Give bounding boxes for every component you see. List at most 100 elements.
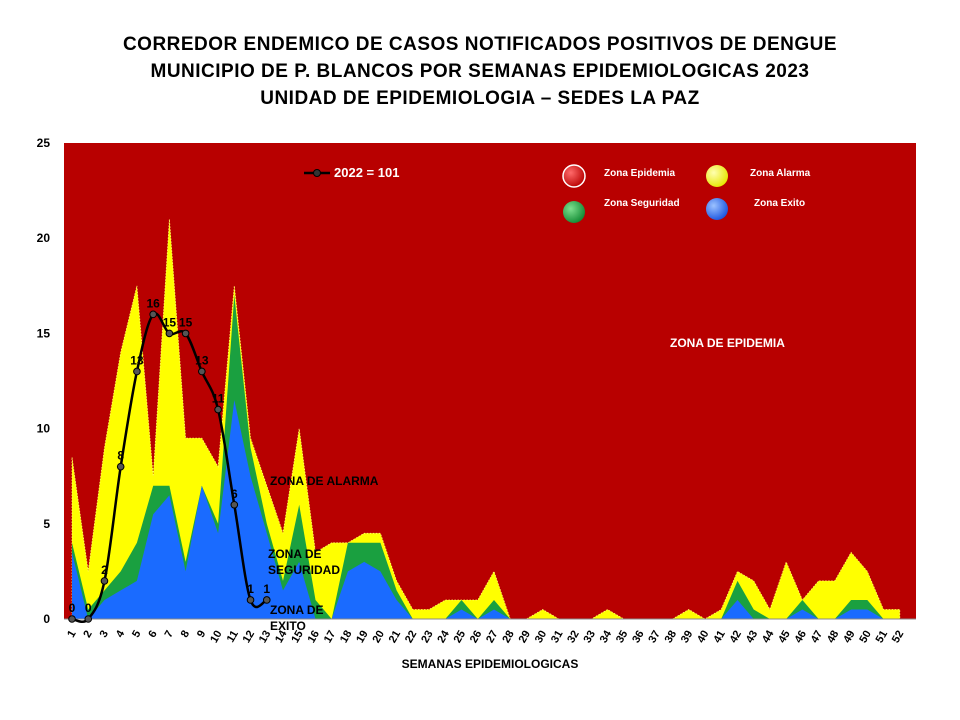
chart-title-line-3: UNIDAD DE EPIDEMIOLOGIA – SEDES LA PAZ — [260, 88, 700, 109]
x-tick-label: 2 — [81, 629, 94, 640]
x-tick-label: 29 — [517, 629, 534, 646]
series-2022-data-label: 15 — [179, 315, 193, 329]
x-tick-label: 31 — [549, 629, 566, 646]
x-tick-label: 42 — [728, 629, 745, 646]
x-tick-label: 43 — [744, 629, 761, 646]
y-tick-label: 15 — [37, 326, 51, 340]
x-tick-label: 5 — [130, 629, 143, 640]
x-tick-label: 51 — [874, 629, 891, 646]
x-tick-label: 9 — [195, 629, 208, 640]
series-2022-data-label: 0 — [85, 601, 92, 615]
chart-title-line-1: CORREDOR ENDEMICO DE CASOS NOTIFICADOS P… — [122, 34, 838, 55]
x-tick-label: 28 — [500, 629, 517, 646]
x-tick-label: 10 — [208, 629, 225, 646]
x-tick-label: 21 — [387, 629, 404, 646]
x-tick-label: 15 — [289, 629, 306, 646]
series-2022-point — [198, 367, 206, 376]
series-2022-point — [149, 310, 157, 319]
x-tick-label: 34 — [598, 628, 615, 645]
legend-2022-label: 2022 = 101 — [334, 165, 399, 180]
x-tick-label: 20 — [370, 629, 387, 646]
x-tick-label: 13 — [257, 629, 274, 646]
x-tick-label: 38 — [663, 629, 680, 646]
x-tick-label: 3 — [98, 629, 111, 640]
x-tick-label: 7 — [163, 629, 176, 640]
x-tick-label: 26 — [468, 629, 485, 646]
legend-epidemia-marker — [562, 164, 586, 188]
annotation-zona-seguridad-line-1: ZONA DE — [268, 547, 322, 561]
x-tick-label: 46 — [792, 629, 809, 646]
x-tick-label: 47 — [809, 629, 826, 646]
legend-epidemia-label: Zona Epidemia — [604, 168, 676, 179]
series-2022-data-label: 13 — [130, 353, 144, 367]
x-tick-label: 33 — [581, 629, 598, 646]
x-tick-label: 39 — [679, 629, 696, 646]
series-2022-point — [100, 577, 109, 585]
series-2022-point — [165, 329, 174, 338]
series-2022-point — [230, 500, 239, 509]
series-2022-point — [133, 367, 141, 376]
x-tick-label: 37 — [646, 629, 663, 646]
chart-title-line-2: MUNICIPIO DE P. BLANCOS POR SEMANAS EPID… — [150, 61, 810, 82]
x-tick-label: 44 — [760, 628, 777, 645]
x-tick-label: 32 — [565, 629, 582, 646]
x-tick-label: 52 — [890, 629, 907, 646]
x-tick-label: 27 — [484, 629, 501, 646]
x-tick-label: 23 — [419, 629, 436, 646]
x-tick-label: 22 — [403, 629, 420, 646]
series-2022-data-label: 16 — [146, 296, 160, 310]
series-2022-data-label: 8 — [117, 449, 124, 463]
x-tick-label: 40 — [695, 629, 712, 646]
x-tick-label: 1 — [65, 629, 78, 640]
x-tick-label: 25 — [452, 629, 469, 646]
series-2022-data-label: 11 — [212, 392, 225, 406]
annotation-zona-exito-line-2: EXITO — [270, 619, 306, 633]
legend-seguridad-label: Zona Seguridad — [604, 198, 680, 209]
x-tick-label: 4 — [114, 628, 128, 640]
zone-exito-area — [72, 400, 900, 619]
x-tick-label: 12 — [241, 629, 258, 646]
x-tick-label: 36 — [630, 629, 647, 646]
series-2022-data-label: 1 — [247, 582, 254, 596]
series-2022-point — [246, 596, 255, 604]
series-2022-point — [214, 405, 222, 414]
y-tick-label: 5 — [43, 517, 50, 531]
legend-seguridad-marker — [563, 201, 585, 223]
legend-alarma-marker — [706, 165, 728, 187]
series-2022-data-label: 0 — [69, 601, 76, 615]
annotation-zona-alarma: ZONA DE ALARMA — [270, 474, 379, 488]
x-tick-label: 19 — [354, 629, 371, 646]
y-tick-label: 25 — [37, 136, 51, 150]
legend-zones: Zona Epidemia Zona Alarma Zona Seguridad… — [562, 164, 811, 223]
x-tick-label: 30 — [533, 629, 550, 646]
series-2022-point — [262, 596, 271, 604]
series-2022-data-label: 13 — [195, 353, 209, 367]
legend-2022: 2022 = 101 — [304, 165, 399, 180]
x-tick-label: 41 — [711, 629, 728, 646]
annotation-zona-seguridad-line-2: SEGURIDAD — [268, 563, 340, 577]
x-axis-label: SEMANAS EPIDEMIOLOGICAS — [402, 657, 579, 671]
y-tick-label: 0 — [43, 612, 50, 626]
legend-alarma-label: Zona Alarma — [750, 168, 811, 179]
x-tick-label: 49 — [841, 629, 858, 646]
x-tick-label: 35 — [614, 629, 631, 646]
y-tick-label: 20 — [37, 231, 51, 245]
x-tick-label: 8 — [179, 629, 192, 640]
x-tick-label: 11 — [225, 629, 241, 645]
x-tick-label: 24 — [435, 628, 452, 645]
series-2022-data-label: 15 — [163, 315, 177, 329]
x-tick-label: 45 — [776, 629, 793, 646]
y-tick-label: 10 — [37, 422, 51, 436]
series-2022-point — [68, 615, 76, 623]
x-tick-label: 6 — [146, 629, 159, 640]
series-2022-data-label: 2 — [101, 563, 108, 577]
series-2022-point — [84, 615, 93, 623]
annotation-zona-epidemia: ZONA DE EPIDEMIA — [670, 336, 785, 350]
series-2022-point — [116, 462, 125, 471]
series-2022-data-label: 6 — [231, 487, 238, 501]
series-2022-point — [181, 329, 190, 338]
annotation-zona-exito-line-1: ZONA DE — [270, 603, 324, 617]
x-tick-label: 18 — [338, 629, 355, 646]
legend-exito-label: Zona Exito — [754, 198, 805, 209]
